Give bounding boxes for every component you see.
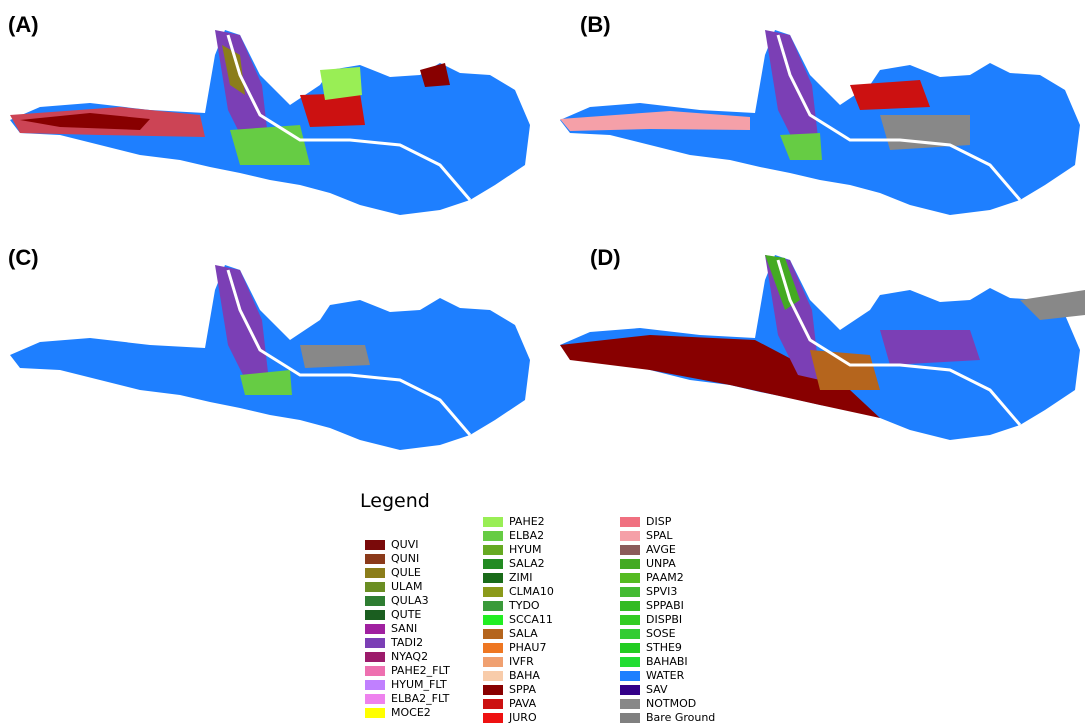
legend-swatch xyxy=(483,629,503,639)
legend-label: DISP xyxy=(646,515,672,528)
legend-label: CLMA10 xyxy=(509,585,554,598)
legend-swatch xyxy=(620,671,640,681)
legend-label: BAHA xyxy=(509,669,540,682)
legend-label: Bare Ground xyxy=(646,711,715,724)
legend-swatch xyxy=(483,531,503,541)
legend-label: HYUM xyxy=(509,543,542,556)
legend-swatch xyxy=(620,601,640,611)
legend-swatch xyxy=(483,713,503,723)
legend-label: PAHE2_FLT xyxy=(391,664,450,677)
legend-swatch xyxy=(483,671,503,681)
legend-swatch xyxy=(620,713,640,723)
legend-swatch xyxy=(483,517,503,527)
legend-label: UNPA xyxy=(646,557,676,570)
legend-swatch xyxy=(620,615,640,625)
legend-label: STHE9 xyxy=(646,641,682,654)
legend-swatch xyxy=(483,699,503,709)
legend-swatch xyxy=(620,531,640,541)
legend-swatch xyxy=(620,657,640,667)
map-panel-d xyxy=(560,255,1085,440)
legend-label: QUTE xyxy=(391,608,421,621)
map-panel-c xyxy=(10,265,530,450)
legend-swatch xyxy=(620,587,640,597)
panel-label: (B) xyxy=(580,12,611,37)
legend-label: SPVI3 xyxy=(646,585,677,598)
legend-label: TADI2 xyxy=(390,636,423,649)
legend-swatch xyxy=(620,545,640,555)
legend-label: HYUM_FLT xyxy=(391,678,447,691)
legend-label: PHAU7 xyxy=(509,641,546,654)
legend-label: SPPABI xyxy=(646,599,684,612)
map-panel-b xyxy=(560,30,1080,215)
legend-label: SAV xyxy=(646,683,668,696)
legend-label: NYAQ2 xyxy=(391,650,428,663)
legend-swatch xyxy=(365,624,385,634)
legend-swatch xyxy=(483,573,503,583)
legend-label: WATER xyxy=(646,669,685,682)
legend-swatch xyxy=(365,554,385,564)
legend-label: JURO xyxy=(508,711,537,724)
map-panel-a xyxy=(10,30,530,215)
legend-swatch xyxy=(365,596,385,606)
legend-swatch xyxy=(483,601,503,611)
legend-swatch xyxy=(483,643,503,653)
legend-title: Legend xyxy=(360,490,430,512)
legend-label: QUVI xyxy=(391,538,418,551)
legend-label: QULA3 xyxy=(391,594,429,607)
panel-label: (D) xyxy=(590,245,621,270)
legend-swatch xyxy=(483,657,503,667)
legend-label: ELBA2 xyxy=(509,529,544,542)
legend-swatch xyxy=(620,699,640,709)
legend-label: MOCE2 xyxy=(391,706,431,719)
legend-label: IVFR xyxy=(509,655,534,668)
legend-swatch xyxy=(620,573,640,583)
legend-label: SOSE xyxy=(646,627,676,640)
panel-label: (C) xyxy=(8,245,39,270)
legend-label: ULAM xyxy=(391,580,422,593)
legend-label: PAVA xyxy=(509,697,537,710)
legend-label: PAAM2 xyxy=(646,571,684,584)
legend-swatch xyxy=(365,666,385,676)
legend-swatch xyxy=(365,610,385,620)
legend-swatch xyxy=(483,615,503,625)
legend-swatch xyxy=(365,694,385,704)
legend-swatch xyxy=(483,559,503,569)
legend-swatch xyxy=(365,568,385,578)
legend-label: BAHABI xyxy=(646,655,688,668)
legend-label: QUNI xyxy=(391,552,419,565)
legend-label: NOTMOD xyxy=(646,697,696,710)
legend-swatch xyxy=(620,685,640,695)
legend-label: SANI xyxy=(391,622,417,635)
legend-swatch xyxy=(365,638,385,648)
legend-swatch xyxy=(620,629,640,639)
legend-label: SCCA11 xyxy=(509,613,553,626)
legend-label: SPPA xyxy=(509,683,537,696)
legend-swatch xyxy=(365,582,385,592)
panel-label: (A) xyxy=(8,12,39,37)
legend-swatch xyxy=(620,559,640,569)
legend-swatch xyxy=(365,652,385,662)
legend-label: SALA xyxy=(509,627,538,640)
legend-swatch xyxy=(365,708,385,718)
legend-label: ZIMI xyxy=(509,571,533,584)
legend-label: PAHE2 xyxy=(509,515,545,528)
legend-label: DISPBI xyxy=(646,613,682,626)
legend-swatch xyxy=(365,540,385,550)
legend-label: QULE xyxy=(391,566,421,579)
legend-label: ELBA2_FLT xyxy=(391,692,450,705)
legend-swatch xyxy=(483,685,503,695)
legend-swatch xyxy=(483,545,503,555)
legend-swatch xyxy=(365,680,385,690)
legend: QUVIQUNIQULEULAMQULA3QUTESANITADI2NYAQ2P… xyxy=(365,515,715,724)
legend-label: AVGE xyxy=(646,543,676,556)
figure: (A) (B) (C) (D) Legend QUVIQUNIQULEULAMQ… xyxy=(0,0,1085,728)
legend-label: TYDO xyxy=(508,599,540,612)
legend-swatch xyxy=(483,587,503,597)
legend-swatch xyxy=(620,517,640,527)
legend-swatch xyxy=(620,643,640,653)
legend-label: SPAL xyxy=(646,529,673,542)
legend-label: SALA2 xyxy=(509,557,545,570)
